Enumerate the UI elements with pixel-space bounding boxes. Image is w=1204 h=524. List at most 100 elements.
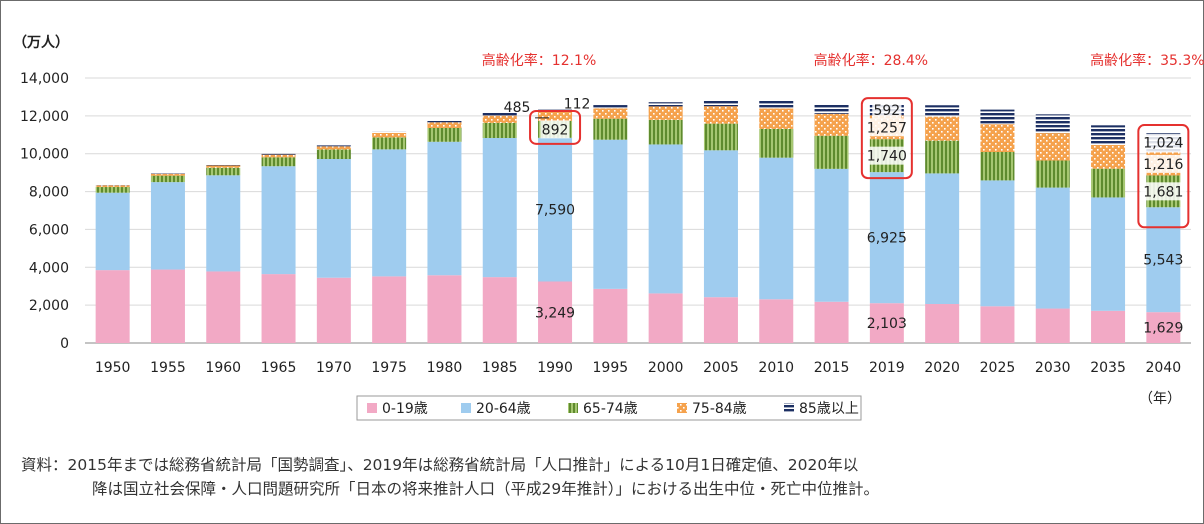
x-tick-label: 1980 [427, 360, 463, 376]
data-label: 1,257 [867, 120, 907, 136]
bar-segment-75-84 [150, 173, 185, 176]
bar-segment-85plus [925, 105, 960, 117]
bar-segment-20-64 [150, 182, 185, 270]
bar-segment-20-64 [648, 144, 683, 294]
data-label: 1,740 [867, 149, 907, 165]
bar-segment-65-74 [1091, 168, 1126, 198]
bar-segment-20-64 [1146, 207, 1181, 313]
legend-item: 65-74歳 [583, 401, 638, 417]
bar-segment-65-74 [95, 187, 130, 193]
x-tick-label: 2019 [869, 360, 905, 376]
bar-segment-85plus [372, 131, 407, 133]
data-label: 3,249 [535, 305, 575, 321]
bar-segment-0-19 [1035, 308, 1070, 343]
x-tick-label: 1950 [95, 360, 131, 376]
y-tick-label: 8,000 [29, 185, 69, 201]
bar-segment-20-64 [925, 173, 960, 305]
data-label: 1,024 [1143, 136, 1183, 152]
stacked-bar-chart: 02,0004,0006,0008,00010,00012,00014,000 … [13, 34, 1204, 421]
bar-segment-85plus [814, 104, 849, 114]
bar-segment-20-64 [1035, 187, 1070, 309]
source-note-line-2: 降は国立社会保障・人口問題研究所「日本の将来推計人口（平成29年推計）」における… [92, 480, 879, 498]
y-tick-label: 4,000 [29, 260, 69, 276]
bar-segment-20-64 [869, 172, 904, 304]
bar-segment-75-84 [814, 113, 849, 136]
data-label: 5,543 [1143, 253, 1183, 269]
bar-segment-75-84 [427, 122, 462, 128]
bar-segment-0-19 [261, 274, 296, 343]
bar-segment-65-74 [150, 175, 185, 183]
data-label-bg [540, 120, 570, 139]
aging-rate-annotation: 高齢化率：28.4% [814, 52, 928, 69]
data-label: 7,590 [535, 203, 575, 219]
bar-segment-75-84 [1091, 145, 1126, 169]
bar-segment-85plus [427, 120, 462, 123]
data-label: 1,629 [1143, 321, 1183, 337]
bar-segment-20-64 [482, 138, 517, 278]
legend-swatch [461, 403, 471, 413]
bar-segment-65-74 [703, 123, 738, 151]
x-tick-label: 1975 [371, 360, 407, 376]
bar-segment-85plus [593, 105, 628, 109]
legend-swatch [784, 403, 794, 413]
bar-segment-20-64 [316, 159, 351, 278]
bar-segment-0-19 [648, 293, 683, 343]
bar-segment-65-74 [316, 149, 351, 160]
x-tick-label: 1990 [537, 360, 573, 376]
bar-segment-75-84 [482, 115, 517, 123]
bar-segment-0-19 [759, 299, 794, 343]
x-tick-label: 1995 [593, 360, 629, 376]
data-label-bg [863, 118, 910, 137]
x-tick-label: 2020 [924, 360, 960, 376]
bar-segment-0-19 [482, 277, 517, 343]
source-note: 資料：2015年までは総務省統計局「国勢調査」、2019年は総務省統計局「人口推… [21, 453, 1196, 501]
bar-segment-0-19 [703, 297, 738, 343]
bar-segment-85plus [648, 102, 683, 107]
bar-segment-0-19 [538, 281, 573, 343]
bar-segment-0-19 [814, 301, 849, 343]
bar-segment-65-74 [759, 128, 794, 158]
data-label-bg [863, 146, 910, 165]
legend-item: 20-64歳 [476, 401, 531, 417]
x-tick-label: 2030 [1035, 360, 1071, 376]
y-tick-label: 2,000 [29, 298, 69, 314]
y-tick-label: 6,000 [29, 222, 69, 238]
x-tick-label: 2035 [1090, 360, 1126, 376]
bar-segment-75-84 [648, 106, 683, 120]
bar-segment-20-64 [427, 141, 462, 276]
bar-segment-75-84 [759, 108, 794, 129]
x-tick-label: 2025 [980, 360, 1016, 376]
bar-segment-65-74 [206, 167, 241, 176]
bar-segment-85plus [261, 153, 296, 155]
x-tick-label: 1985 [482, 360, 518, 376]
legend-item: 75-84歳 [692, 401, 747, 417]
data-label: 6,925 [867, 231, 907, 247]
bar-segment-75-84 [925, 116, 960, 141]
bar-segment-65-74 [925, 140, 960, 174]
bar-segment-20-64 [759, 157, 794, 300]
legend-swatch [367, 403, 377, 413]
bar-segment-65-74 [372, 137, 407, 150]
data-label: 112 [564, 97, 591, 113]
bar-segment-85plus [1035, 114, 1070, 134]
bar-segment-85plus [482, 112, 517, 116]
y-tick-label: 10,000 [20, 147, 69, 163]
bar-segment-20-64 [206, 175, 241, 272]
bar-segment-20-64 [703, 150, 738, 298]
bar-segment-75-84 [593, 108, 628, 119]
bar-segment-20-64 [372, 149, 407, 277]
bar-segment-20-64 [538, 137, 573, 282]
x-unit-label: （年） [1139, 391, 1181, 407]
y-tick-label: 0 [60, 336, 69, 352]
bar-segment-20-64 [1091, 197, 1126, 311]
bar-segment-20-64 [593, 139, 628, 289]
y-unit-label: （万人） [13, 34, 69, 51]
legend-swatch [677, 403, 687, 413]
bar-segment-85plus [316, 145, 351, 147]
highlight-box [1137, 124, 1190, 229]
bar-segment-65-74 [261, 157, 296, 167]
bar-segment-0-19 [95, 270, 130, 343]
bar-segment-65-74 [482, 122, 517, 139]
bar-segment-85plus [980, 109, 1015, 125]
aging-rate-annotation: 高齢化率：35.3% [1090, 52, 1204, 69]
